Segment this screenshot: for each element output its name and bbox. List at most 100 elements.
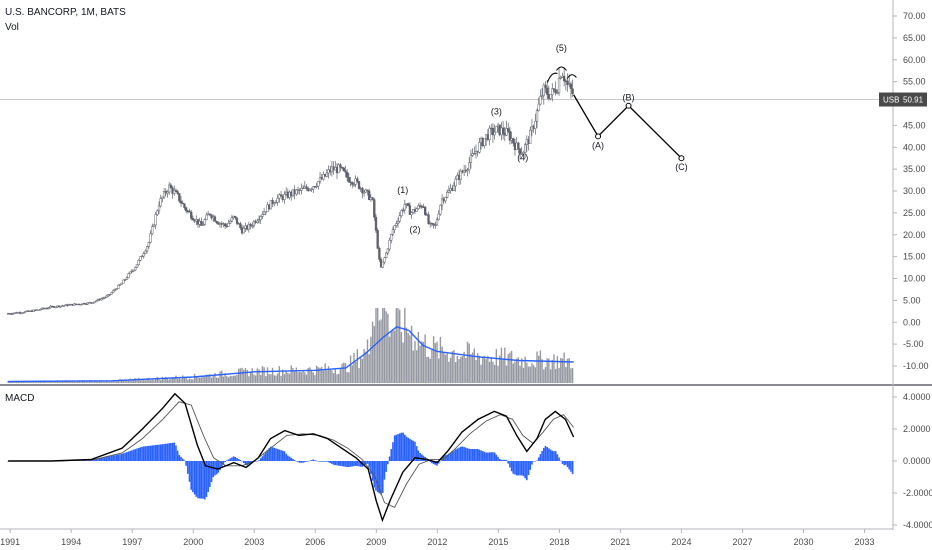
volume-bar — [422, 341, 425, 383]
macd-histogram-bar — [231, 457, 233, 461]
candle-body — [252, 221, 256, 227]
volume-bar — [485, 359, 487, 383]
volume-bar — [229, 375, 231, 383]
macd-histogram-bar — [353, 461, 355, 467]
volume-bar — [334, 368, 336, 383]
volume-bar — [295, 367, 298, 383]
macd-panel[interactable] — [7, 392, 575, 523]
macd-histogram-bar — [507, 461, 510, 464]
candle-body — [554, 89, 557, 94]
price-panel[interactable] — [0, 67, 893, 315]
candle-body — [396, 220, 400, 224]
macd-histogram-bar — [539, 454, 542, 461]
candle-body — [346, 172, 349, 178]
macd-histogram-bar — [332, 461, 335, 465]
volume-bar — [166, 377, 169, 383]
macd-histogram-bar — [476, 449, 479, 461]
macd-histogram-bar — [149, 445, 152, 461]
volume-bar — [66, 380, 69, 383]
macd-histogram-bar — [456, 448, 459, 461]
macd-histogram-bar — [541, 450, 543, 461]
volume-bar — [190, 379, 192, 383]
volume-bar — [124, 379, 126, 383]
volume-bar — [204, 376, 206, 383]
price-tick-label: 10.00 — [903, 274, 926, 284]
price-tick-label: 40.00 — [903, 142, 926, 152]
volume-bar — [122, 379, 125, 383]
volume-bar — [324, 363, 326, 383]
volume-bar — [165, 376, 167, 383]
macd-histogram-bar — [205, 461, 208, 497]
candle-body — [108, 293, 111, 296]
macd-histogram-bar — [454, 449, 457, 461]
candle-body — [434, 224, 437, 227]
macd-histogram-bar — [154, 445, 157, 461]
macd-histogram-bar — [368, 461, 371, 468]
candle-body — [535, 110, 539, 122]
macd-histogram-bar — [351, 461, 354, 467]
macd-histogram-bar — [261, 456, 264, 461]
macd-histogram-bar — [132, 449, 135, 461]
time-tick-label: 2006 — [305, 537, 325, 547]
candle-body — [557, 78, 561, 94]
volume-bar — [107, 380, 109, 383]
candle-body — [191, 218, 195, 221]
macd-histogram-bar — [324, 461, 326, 462]
candle-body — [279, 194, 283, 197]
volume-bar — [363, 349, 365, 383]
candle-body — [274, 202, 278, 204]
candle-body — [227, 223, 230, 227]
volume-bar — [393, 330, 396, 383]
macd-histogram-bar — [244, 461, 247, 465]
macd-histogram-bar — [354, 461, 357, 466]
candle-body — [113, 289, 117, 291]
macd-histogram-bar — [217, 461, 220, 473]
macd-histogram-bar — [463, 447, 465, 461]
macd-histogram-bar — [248, 461, 250, 465]
candle-body — [423, 206, 427, 215]
price-tick-label: 55.00 — [903, 77, 926, 87]
macd-histogram-bar — [490, 452, 493, 461]
macd-histogram-bar — [202, 461, 204, 499]
macd-histogram-bar — [407, 437, 409, 461]
macd-histogram-bar — [144, 446, 147, 461]
macd-histogram-bar — [556, 454, 559, 461]
candle-body — [203, 219, 206, 225]
volume-bar — [173, 378, 175, 383]
volume-bar — [385, 311, 387, 383]
macd-histogram-bar — [281, 450, 284, 461]
volume-bar — [332, 373, 335, 383]
candle-body — [556, 92, 559, 94]
volume-bar — [353, 352, 355, 383]
volume-bar — [475, 359, 477, 383]
volume-bar — [482, 357, 484, 383]
wave-arc — [546, 72, 558, 83]
macd-histogram-bar — [395, 434, 398, 461]
macd-histogram-bar — [512, 461, 515, 474]
volume-bar — [368, 354, 370, 383]
candle-body — [437, 213, 440, 220]
macd-histogram-bar — [442, 455, 445, 461]
macd-histogram-bar — [256, 461, 259, 462]
candle-body — [83, 303, 86, 305]
candle-body — [157, 205, 161, 212]
volume-bar — [168, 379, 170, 383]
volume-bar — [288, 373, 291, 383]
time-tick-label: 2012 — [427, 537, 447, 547]
price-tick-label: 65.00 — [903, 33, 926, 43]
candle-body — [317, 181, 320, 187]
macd-histogram-bar — [197, 461, 199, 499]
volume-bar — [370, 336, 372, 383]
volume-bar — [232, 375, 235, 383]
volume-bar — [354, 361, 357, 383]
macd-histogram-bar — [175, 445, 177, 461]
macd-histogram-bar — [298, 461, 301, 463]
volume-bar — [499, 355, 501, 383]
volume-bar — [566, 358, 569, 383]
volume-bar — [312, 372, 314, 383]
macd-histogram-bar — [546, 447, 548, 461]
macd-histogram-bar — [171, 442, 174, 461]
macd-histogram-bar — [517, 461, 520, 476]
macd-histogram-bar — [190, 461, 193, 490]
